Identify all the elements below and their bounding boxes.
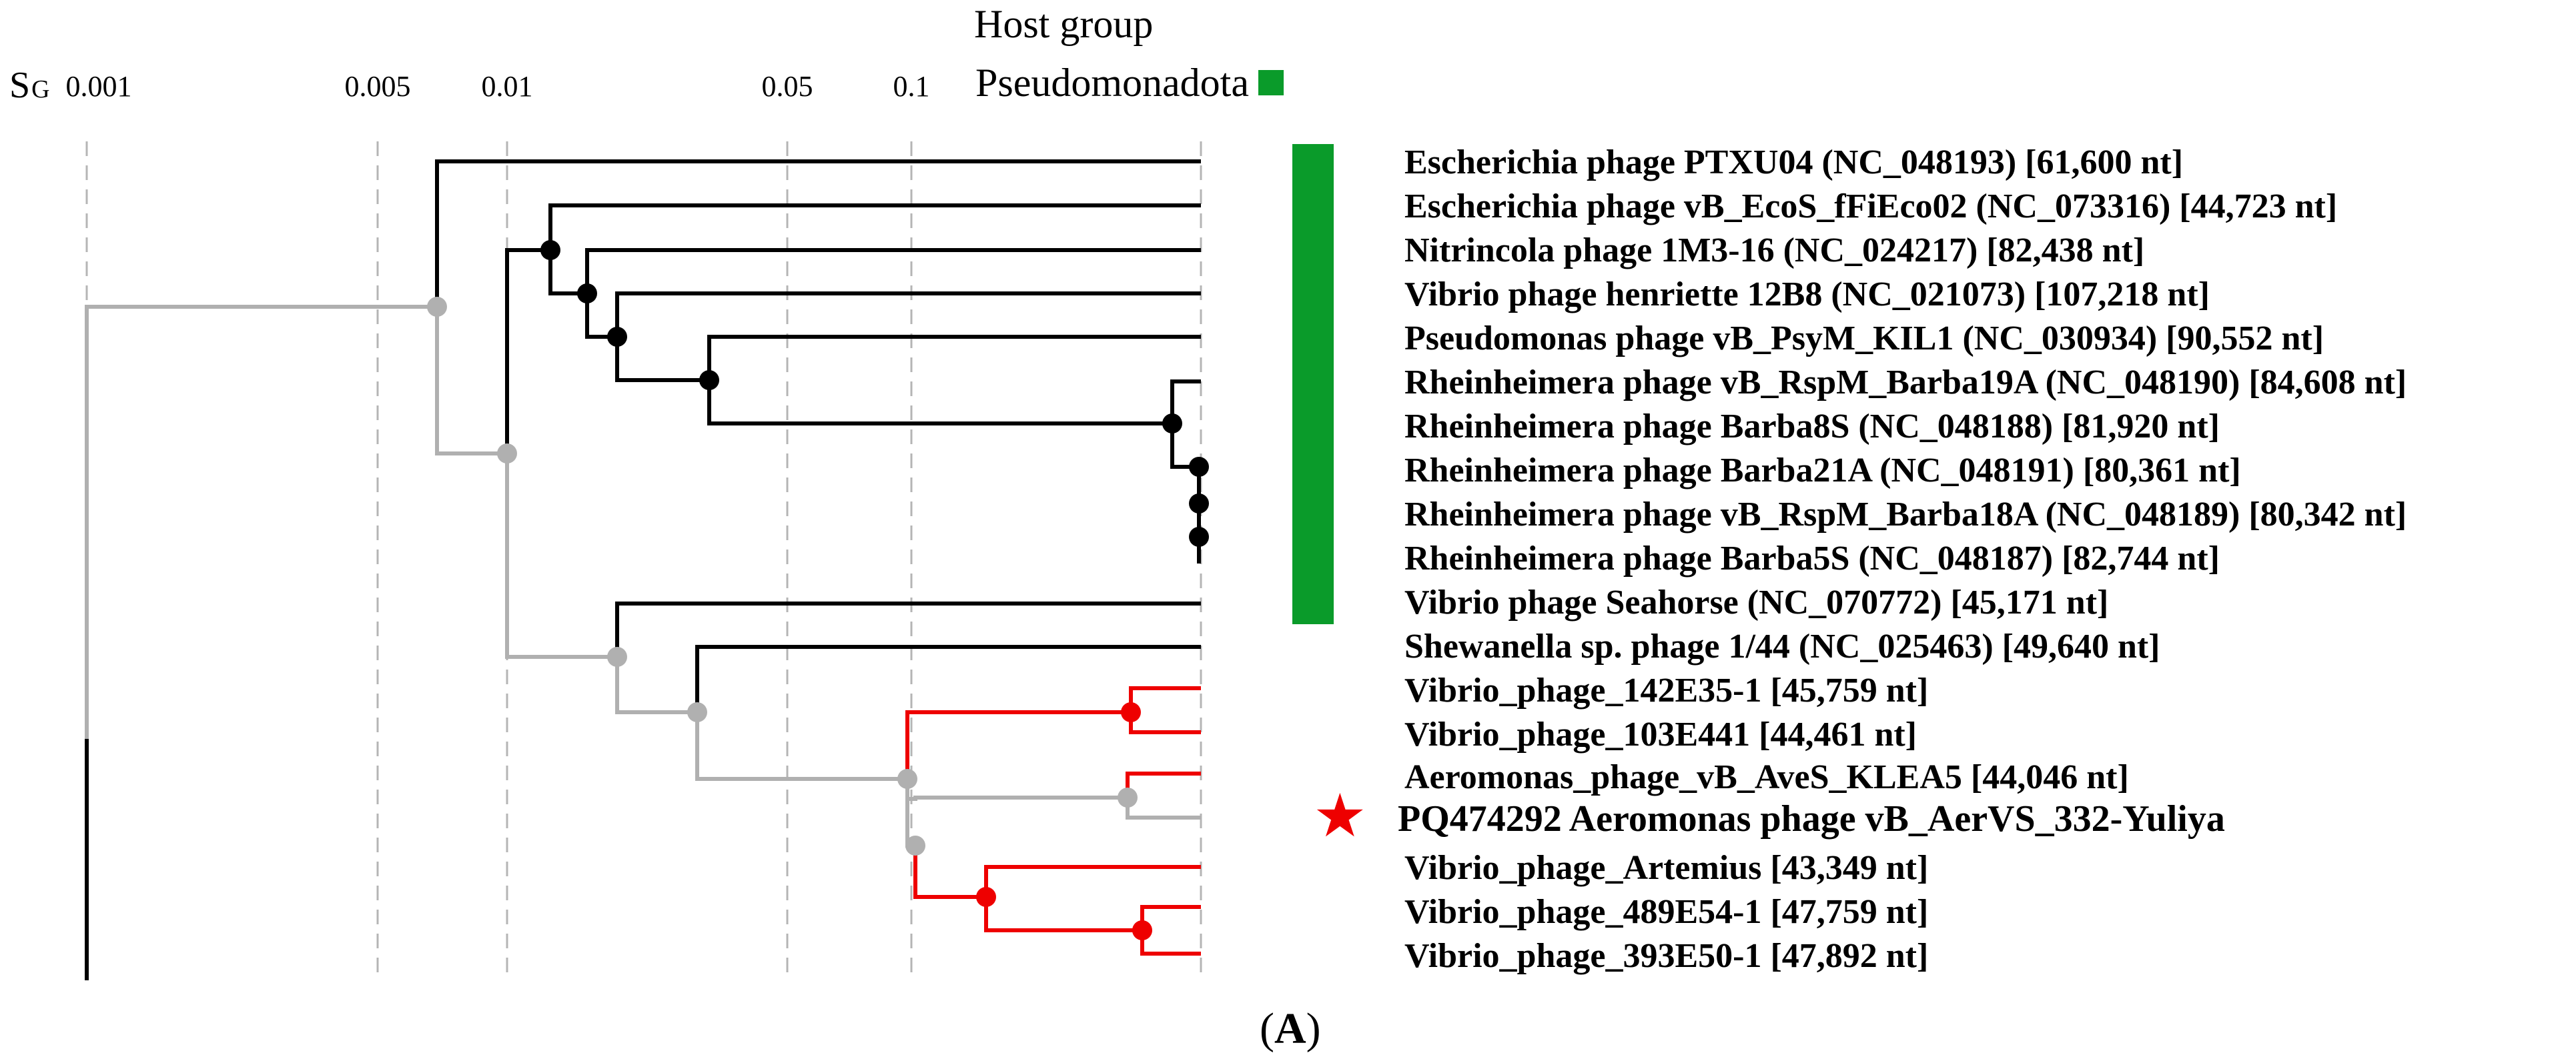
branch-rheinheimera <box>707 380 1172 425</box>
leaf-label: Aeromonas_phage_vB_AveS_KLEA5 [44,046 nt… <box>1404 758 2129 796</box>
node-grey-4 <box>687 702 707 722</box>
scale-tick-0.005: 0.005 <box>344 70 411 103</box>
node-black-7 <box>1189 493 1209 513</box>
node-black-8 <box>1189 527 1209 547</box>
scale-tick-0.001: 0.001 <box>65 70 132 103</box>
leaf-label: Rheinheimera phage Barba21A (NC_048191) … <box>1404 451 2241 489</box>
black-branches <box>85 159 1201 980</box>
branch-inner-a <box>435 307 507 455</box>
host-group-legend: Pseudomonadota <box>975 63 1284 103</box>
node-grey-7 <box>1118 788 1138 808</box>
leaf-label: Rheinheimera phage vB_RspM_Barba19A (NC_… <box>1404 363 2407 401</box>
leaf-label: Nitrincola phage 1M3-16 (NC_024217) [82,… <box>1404 231 2145 269</box>
branch-leaf-13 <box>1129 686 1201 712</box>
branch-node-2 <box>548 250 587 295</box>
node-black-5 <box>1162 413 1182 433</box>
sg-label-main: S <box>9 65 31 106</box>
grey-branches <box>85 305 1201 848</box>
branch-inner-b <box>505 453 617 659</box>
node-red-3 <box>1132 920 1152 940</box>
node-black-4 <box>699 370 719 390</box>
leaf-label: Vibrio_phage_Artemius [43,349 nt] <box>1404 849 1929 887</box>
scale-tick-0.1: 0.1 <box>893 70 930 103</box>
branch-leaf-6 <box>1170 379 1201 423</box>
node-grey-1 <box>427 297 447 317</box>
sg-label-sub: G <box>31 75 50 103</box>
branch-inner-c <box>615 657 697 714</box>
node-grey-6 <box>905 836 925 856</box>
scale-tick-0.01: 0.01 <box>481 70 533 103</box>
leaf-label: Vibrio_phage_103E441 [44,461 nt] <box>1404 716 1917 754</box>
leaf-label-query: PQ474292 Aeromonas phage vB_AerVS_332-Yu… <box>1398 798 2225 840</box>
leaf-label: Vibrio_phage_142E35-1 [45,759 nt] <box>1404 672 1929 710</box>
scale-tick-0.05: 0.05 <box>761 70 813 103</box>
panel-letter: A <box>1274 1004 1306 1053</box>
query-star-icon: ★ <box>1313 784 1367 850</box>
branch-node-artemius <box>984 897 1142 932</box>
leaf-label: Vibrio_phage_489E54-1 [47,759 nt] <box>1404 893 1929 931</box>
branch-node-4 <box>615 337 709 382</box>
branch-leaf-15 <box>1126 772 1201 798</box>
branch-leaf-3 <box>585 248 1201 293</box>
node-grey-5 <box>897 769 917 789</box>
panel-label: (A) <box>1260 1004 1321 1053</box>
legend-swatch-pseudomonadota <box>1258 70 1284 95</box>
node-red-2 <box>976 887 996 907</box>
branch-leaf-17 <box>984 865 1201 897</box>
branch-inner-d <box>695 712 907 781</box>
red-branches <box>905 686 1201 956</box>
leaf-label: Escherichia phage PTXU04 (NC_048193) [61… <box>1404 143 2184 181</box>
branch-clade-upper <box>505 248 550 453</box>
leaf-label: Shewanella sp. phage 1/44 (NC_025463) [4… <box>1404 628 2160 666</box>
node-red-1 <box>1121 702 1141 722</box>
tree-nodes <box>427 240 1209 940</box>
legend-label-pseudomonadota: Pseudomonadota <box>975 61 1249 105</box>
branch-inner-f <box>905 779 1128 801</box>
node-grey-3 <box>607 647 627 667</box>
branch-leaf-4 <box>615 291 1201 337</box>
node-black-2 <box>577 283 597 303</box>
leaf-label: Escherichia phage vB_EcoS_fFiEco02 (NC_0… <box>1404 187 2338 225</box>
branch-leaf-14 <box>1129 712 1201 734</box>
node-grey-2 <box>497 443 517 463</box>
host-group-title: Host group <box>974 2 1154 46</box>
node-black-1 <box>540 240 560 260</box>
branch-leaf-2 <box>548 203 1201 250</box>
branch-leaf-5 <box>707 335 1201 380</box>
sg-scale-label: SG <box>9 67 50 104</box>
branch-root-upper <box>85 305 437 739</box>
host-group-bar-pseudomonadota <box>1292 144 1334 624</box>
branch-red-upper <box>905 710 1131 779</box>
leaf-label: Rheinheimera phage vB_RspM_Barba18A (NC_… <box>1404 495 2407 534</box>
leaf-label: Rheinheimera phage Barba8S (NC_048188) [… <box>1404 407 2220 445</box>
node-black-6 <box>1189 457 1209 477</box>
branch-query <box>1126 798 1201 820</box>
leaf-label: Pseudomonas phage vB_PsyM_KIL1 (NC_03093… <box>1404 319 2324 357</box>
branch-red-lower <box>913 846 986 899</box>
leaf-label: Vibrio phage henriette 12B8 (NC_021073) … <box>1404 275 2210 313</box>
branch-leaf-11 <box>615 602 1201 657</box>
branch-leaf-12 <box>695 645 1201 712</box>
leaf-label: Vibrio_phage_393E50-1 [47,892 nt] <box>1404 937 1929 975</box>
branch-leaf-1 <box>435 159 1201 307</box>
scale-gridlines <box>85 141 1202 980</box>
leaf-label: Rheinheimera phage Barba5S (NC_048187) [… <box>1404 540 2220 578</box>
leaf-label: Vibrio phage Seahorse (NC_070772) [45,17… <box>1404 584 2109 622</box>
node-black-3 <box>607 327 627 347</box>
